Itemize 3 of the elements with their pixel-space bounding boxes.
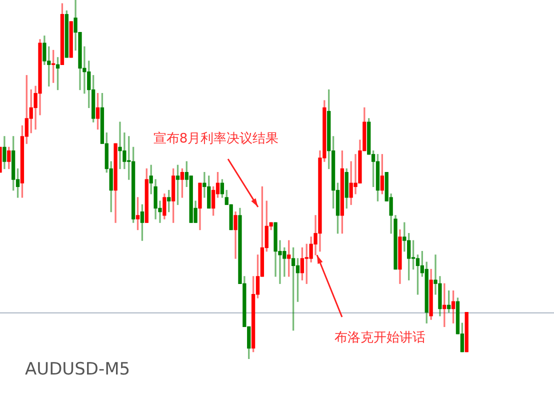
annotation: 布洛克开始讲话	[334, 330, 426, 346]
annotation: 宣布8月利率决议结果	[153, 130, 279, 146]
text: AUDUSD-M5	[25, 359, 130, 380]
